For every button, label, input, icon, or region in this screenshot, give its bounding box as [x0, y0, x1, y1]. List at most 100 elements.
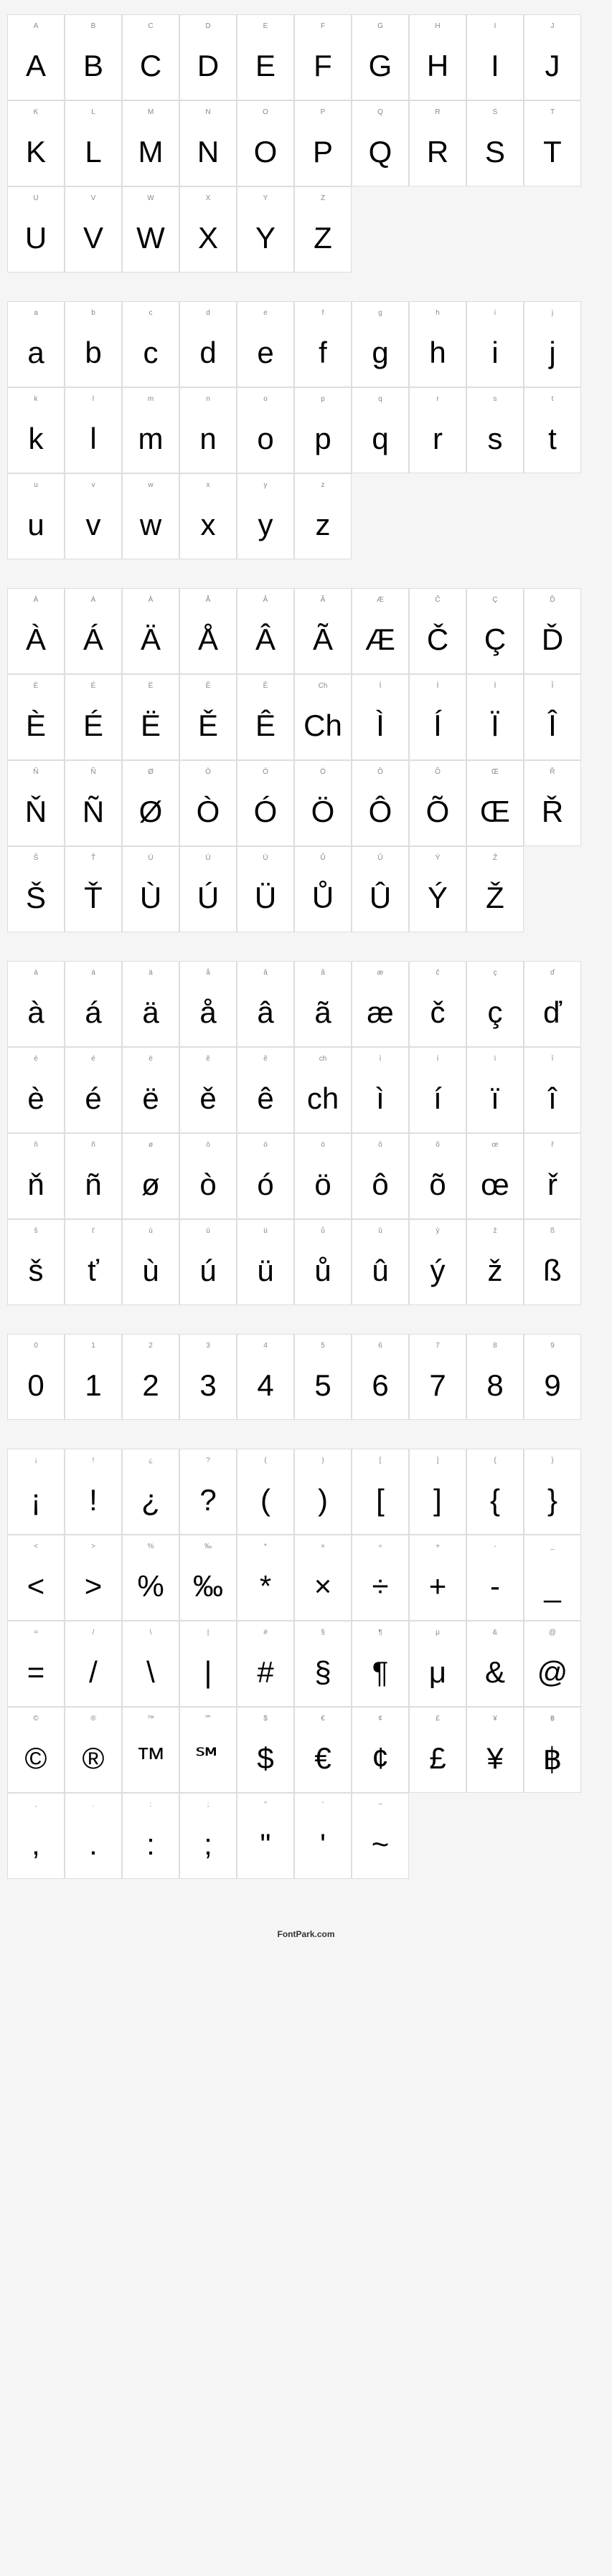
glyph-cell: ll	[65, 387, 122, 473]
glyph-char: ¢	[372, 1725, 388, 1792]
glyph-label: #	[263, 1627, 268, 1639]
glyph-cell: <<	[7, 1535, 65, 1621]
glyph-label: *	[264, 1541, 267, 1553]
glyph-label: 7	[436, 1340, 440, 1352]
glyph-char: å	[199, 979, 216, 1046]
glyph-label: é	[91, 1053, 95, 1065]
glyph-char: &	[485, 1639, 505, 1706]
glyph-cell: 88	[466, 1334, 524, 1420]
glyph-char: ç	[488, 979, 503, 1046]
glyph-label: ã	[321, 967, 325, 979]
glyph-label: n	[206, 394, 210, 405]
glyph-char: È	[26, 692, 46, 759]
glyph-cell: bb	[65, 301, 122, 387]
glyph-label: ì	[380, 1053, 382, 1065]
glyph-row: 00112233445566778899	[7, 1334, 605, 1420]
glyph-label: ø	[149, 1140, 153, 1151]
glyph-label: Í	[437, 681, 439, 692]
glyph-label: ï	[494, 1053, 496, 1065]
glyph-label: Ó	[263, 767, 268, 778]
glyph-char: Å	[198, 606, 218, 673]
glyph-char: Ñ	[83, 778, 104, 846]
glyph-label: e	[263, 308, 268, 319]
glyph-char: m	[138, 405, 164, 473]
glyph-cell: ÙÙ	[122, 846, 179, 932]
glyph-label: Ã	[321, 595, 326, 606]
glyph-char: Ž	[486, 864, 504, 932]
glyph-cell: ŽŽ	[466, 846, 524, 932]
glyph-label: F	[321, 21, 325, 32]
glyph-cell: žž	[466, 1219, 524, 1305]
glyph-cell: ff	[294, 301, 352, 387]
glyph-label: >	[91, 1541, 95, 1553]
glyph-cell: uu	[7, 473, 65, 559]
glyph-char: T	[543, 118, 562, 186]
glyph-cell: ==	[7, 1621, 65, 1707]
glyph-cell: ÜÜ	[237, 846, 294, 932]
glyph-label: Ď	[550, 595, 555, 606]
glyph-char: ë	[142, 1065, 159, 1132]
glyph-cell: ÚÚ	[179, 846, 237, 932]
glyph-char: a	[27, 319, 44, 387]
glyph-cell: XX	[179, 186, 237, 273]
glyph-cell: &&	[466, 1621, 524, 1707]
glyph-char: ê	[257, 1065, 273, 1132]
glyph-cell: ŇŇ	[7, 760, 65, 846]
glyph-cell: ÉÉ	[65, 674, 122, 760]
footer-text: FontPark.com	[7, 1922, 605, 1946]
glyph-char: 5	[314, 1352, 331, 1419]
glyph-char: Ò	[197, 778, 220, 846]
glyph-cell: ùù	[122, 1219, 179, 1305]
glyph-row: ÀÀÁÁÄÄÅÅÂÂÃÃÆÆČČÇÇĎĎÈÈÉÉËËĚĚÊÊChChÌÌÍÍÏÏ…	[7, 588, 605, 932]
glyph-label: Ê	[263, 681, 268, 692]
glyph-cell: yy	[237, 473, 294, 559]
glyph-char: @	[537, 1639, 568, 1706]
glyph-label: y	[264, 480, 268, 491]
glyph-label: L	[91, 107, 95, 118]
glyph-char: Ê	[255, 692, 276, 759]
glyph-cell: TT	[524, 100, 581, 186]
glyph-char: v	[86, 491, 101, 559]
glyph-cell: }}	[524, 1449, 581, 1535]
glyph-cell: cc	[122, 301, 179, 387]
glyph-char: x	[201, 491, 216, 559]
glyph-cell: õõ	[409, 1133, 466, 1219]
glyph-char: C	[140, 32, 161, 100]
glyph-cell: åå	[179, 961, 237, 1047]
glyph-label: V	[91, 193, 96, 204]
glyph-char: Í	[433, 692, 442, 759]
glyph-label: Š	[34, 853, 39, 864]
glyph-char: ö	[314, 1151, 331, 1218]
glyph-label: ¿	[149, 1455, 153, 1467]
glyph-cell: řř	[524, 1133, 581, 1219]
glyph-label: Ů	[320, 853, 325, 864]
glyph-cell: ++	[409, 1535, 466, 1621]
glyph-char: Œ	[480, 778, 510, 846]
glyph-label: Ù	[148, 853, 153, 864]
glyph-row: ¡¡!!¿¿??(())[[]]{{}}<<>>%%‰‰**××÷÷++--__…	[7, 1449, 605, 1879]
glyph-label: v	[92, 480, 95, 491]
glyph-label: <	[34, 1541, 38, 1553]
glyph-label: k	[34, 394, 38, 405]
glyph-char: r	[433, 405, 443, 473]
glyph-cell: íí	[409, 1047, 466, 1133]
glyph-char: g	[372, 319, 388, 387]
glyph-label: Ë	[149, 681, 154, 692]
glyph-char: n	[199, 405, 216, 473]
glyph-label: P	[321, 107, 326, 118]
glyph-cell: ..	[65, 1793, 122, 1879]
glyph-label: μ	[436, 1627, 440, 1639]
glyph-label: M	[148, 107, 154, 118]
glyph-cell: $$	[237, 1707, 294, 1793]
glyph-row: AABBCCDDEEFFGGHHIIJJKKLLMMNNOOPPQQRRSSTT…	[7, 14, 605, 273]
glyph-char: .	[89, 1811, 98, 1878]
glyph-char: Ç	[484, 606, 506, 673]
glyph-label: z	[321, 480, 325, 491]
glyph-cell: WW	[122, 186, 179, 273]
glyph-cell: ::	[122, 1793, 179, 1879]
glyph-label: c	[149, 308, 153, 319]
glyph-label: §	[321, 1627, 325, 1639]
glyph-char: Ň	[25, 778, 47, 846]
glyph-char: X	[198, 204, 218, 272]
glyph-label: ×	[321, 1541, 325, 1553]
